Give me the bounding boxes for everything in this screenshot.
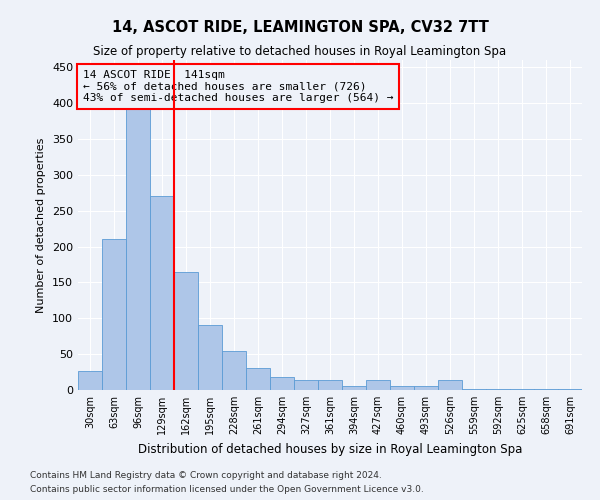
Bar <box>438 380 462 390</box>
Bar <box>462 388 486 390</box>
Bar <box>318 380 342 390</box>
Bar <box>102 240 126 390</box>
Bar <box>414 386 438 390</box>
Bar <box>174 272 198 390</box>
Bar <box>534 388 558 390</box>
Text: Contains HM Land Registry data © Crown copyright and database right 2024.: Contains HM Land Registry data © Crown c… <box>30 470 382 480</box>
Text: 14, ASCOT RIDE, LEAMINGTON SPA, CV32 7TT: 14, ASCOT RIDE, LEAMINGTON SPA, CV32 7TT <box>112 20 488 35</box>
Bar <box>150 196 174 390</box>
Text: Contains public sector information licensed under the Open Government Licence v3: Contains public sector information licen… <box>30 486 424 494</box>
X-axis label: Distribution of detached houses by size in Royal Leamington Spa: Distribution of detached houses by size … <box>138 442 522 456</box>
Bar <box>390 386 414 390</box>
Bar <box>366 380 390 390</box>
Bar <box>342 386 366 390</box>
Bar <box>198 324 222 390</box>
Bar <box>486 388 510 390</box>
Text: 14 ASCOT RIDE: 141sqm
← 56% of detached houses are smaller (726)
43% of semi-det: 14 ASCOT RIDE: 141sqm ← 56% of detached … <box>83 70 394 103</box>
Bar <box>246 368 270 390</box>
Bar <box>126 106 150 390</box>
Bar <box>510 388 534 390</box>
Text: Size of property relative to detached houses in Royal Leamington Spa: Size of property relative to detached ho… <box>94 45 506 58</box>
Bar <box>270 377 294 390</box>
Bar <box>294 380 318 390</box>
Y-axis label: Number of detached properties: Number of detached properties <box>37 138 46 312</box>
Bar <box>558 388 582 390</box>
Bar <box>222 350 246 390</box>
Bar <box>78 370 102 390</box>
